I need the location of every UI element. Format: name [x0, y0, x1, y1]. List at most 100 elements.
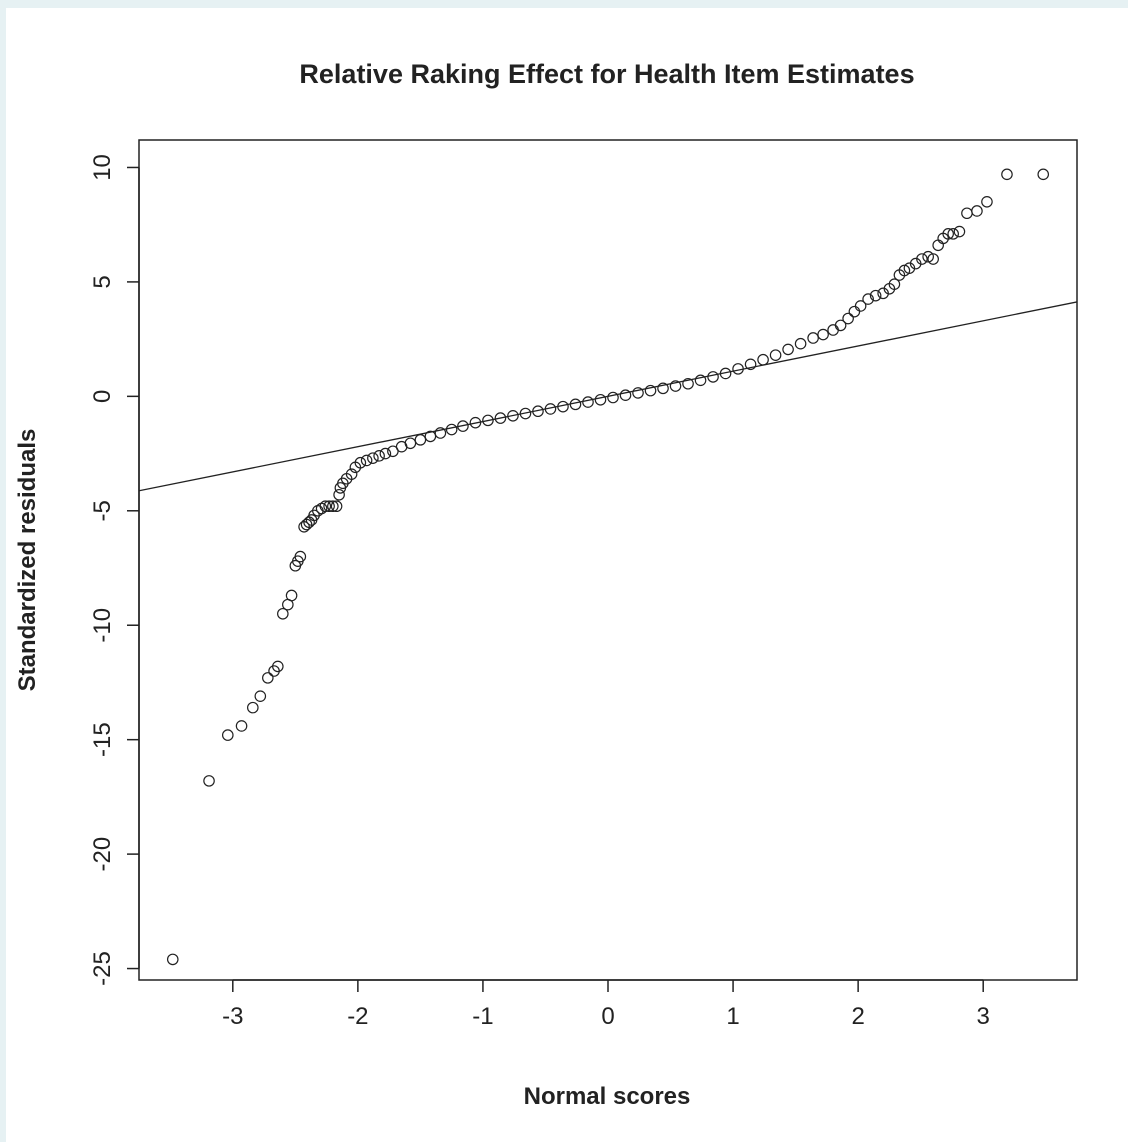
data-point [277, 607, 289, 620]
data-point [494, 412, 507, 424]
data-point [373, 450, 385, 462]
x-tick-label: 0 [601, 1003, 614, 1030]
data-point [719, 367, 732, 380]
y-tick-label: -25 [89, 951, 116, 986]
data-point [519, 407, 532, 420]
data-point [235, 720, 248, 732]
data-point [782, 343, 794, 356]
data-point [569, 398, 582, 411]
data-point [532, 405, 544, 418]
data-point [757, 353, 769, 366]
data-point [888, 278, 901, 290]
chart-frame: Relative Raking Effect for Health Item E… [6, 8, 1128, 1142]
data-point [632, 387, 644, 399]
data-point [262, 672, 274, 684]
data-point [414, 434, 427, 446]
data-point [869, 289, 882, 302]
data-point [644, 384, 657, 397]
y-tick-label: 0 [89, 390, 116, 403]
chart-title: Relative Raking Effect for Health Item E… [299, 59, 914, 89]
data-point [333, 488, 345, 501]
data-point [221, 729, 234, 741]
data-point [669, 380, 682, 392]
data-point [794, 337, 807, 350]
data-point [482, 414, 494, 427]
y-tick-label: -10 [89, 608, 116, 643]
data-point [330, 500, 343, 513]
data-point [434, 427, 447, 439]
data-point [354, 456, 367, 469]
x-tick-label: 3 [977, 1003, 990, 1030]
data-point [327, 500, 339, 513]
data-point [971, 205, 983, 217]
data-point [916, 253, 928, 265]
data-point [817, 328, 829, 341]
data-point [203, 775, 215, 787]
x-tick-label: -1 [472, 1003, 493, 1030]
data-point [315, 502, 328, 515]
data-point [285, 589, 298, 602]
data-point [981, 195, 993, 208]
data-point [247, 701, 259, 714]
x-tick-label: -2 [347, 1003, 368, 1030]
data-point [862, 293, 874, 305]
data-point [682, 377, 694, 390]
data-point [312, 504, 324, 517]
data-point [657, 382, 669, 395]
data-point [1001, 168, 1013, 181]
data-point [272, 660, 284, 673]
y-tick-label: 5 [89, 275, 116, 288]
data-point [544, 403, 557, 415]
data-point [1037, 168, 1050, 181]
y-tick-label: -5 [89, 500, 116, 521]
data-point [254, 690, 267, 702]
data-point [769, 349, 782, 361]
data-point [367, 452, 379, 464]
data-point [557, 400, 569, 413]
data-point [323, 500, 335, 513]
y-tick-label: -20 [89, 837, 116, 872]
qq-plot: Relative Raking Effect for Health Item E… [14, 59, 1078, 1110]
data-point [694, 374, 707, 387]
data-point [842, 312, 854, 325]
x-tick-label: 1 [726, 1003, 739, 1030]
data-point [607, 391, 619, 404]
data-point [594, 393, 607, 406]
data-point [360, 454, 373, 467]
x-tick-label: -3 [222, 1003, 243, 1030]
data-point [166, 953, 179, 966]
data-point [834, 319, 847, 332]
data-point [582, 396, 594, 408]
x-axis-label: Normal scores [524, 1083, 691, 1110]
data-point [707, 371, 719, 383]
plot-area [139, 168, 1077, 966]
data-point [953, 225, 966, 238]
data-point [744, 358, 757, 371]
data-point [807, 332, 819, 344]
data-point [619, 389, 632, 402]
data-point [457, 420, 469, 432]
y-axis-label: Standardized residuals [14, 429, 41, 692]
data-point [942, 228, 954, 240]
data-point [848, 305, 861, 318]
x-tick-label: 2 [851, 1003, 864, 1030]
data-point [424, 430, 437, 443]
data-point [345, 468, 358, 480]
data-point [445, 423, 458, 436]
data-point [469, 416, 482, 429]
data-point [294, 550, 307, 563]
data-point [319, 500, 332, 513]
data-point [854, 300, 867, 312]
data-point [268, 665, 280, 677]
plot-border [138, 139, 1078, 981]
y-tick-label: 10 [89, 154, 116, 181]
data-point [961, 207, 973, 220]
y-tick-label: -15 [89, 722, 116, 757]
data-point [379, 447, 392, 460]
data-point [404, 437, 417, 450]
data-point [507, 410, 519, 422]
data-point [927, 253, 939, 265]
data-point [732, 363, 744, 375]
data-point [947, 228, 959, 240]
data-point [932, 239, 944, 252]
